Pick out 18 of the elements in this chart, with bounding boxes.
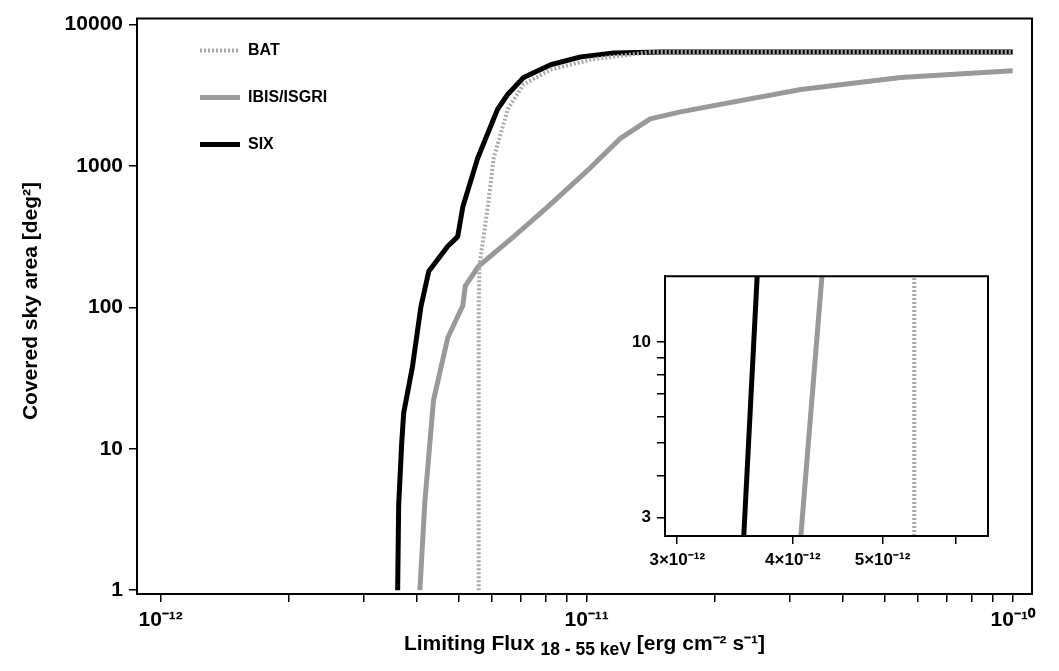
legend-label: IBIS/ISGRI <box>248 88 328 106</box>
y-tick-label: 10000 <box>64 11 123 35</box>
y-tick-label: 3 <box>641 507 651 527</box>
legend-label: SIX <box>248 135 275 153</box>
y-axis-title: Covered sky area [deg²] <box>18 180 42 423</box>
legend-label: BAT <box>248 41 280 59</box>
y-tick-label: 10 <box>99 435 123 459</box>
y-tick-label: 1000 <box>76 152 123 176</box>
x-tick-label: 5×10⁻¹² <box>854 549 911 569</box>
x-tick-label: 10⁻¹¹ <box>564 607 609 631</box>
y-tick-label: 10 <box>632 331 651 351</box>
x-axis-title: Limiting Flux $_{18 - 55 keV}$ [erg cm⁻² s⁻¹] <box>403 631 766 660</box>
y-tick-label: 1 <box>111 577 124 600</box>
x-tick-label: 3×10⁻¹² <box>649 549 706 569</box>
x-tick-label: 10⁻¹² <box>138 607 183 631</box>
x-tick-label: 10⁻¹⁰ <box>990 607 1036 631</box>
y-tick-label: 100 <box>87 294 123 318</box>
x-tick-label: 4×10⁻¹² <box>765 549 822 569</box>
